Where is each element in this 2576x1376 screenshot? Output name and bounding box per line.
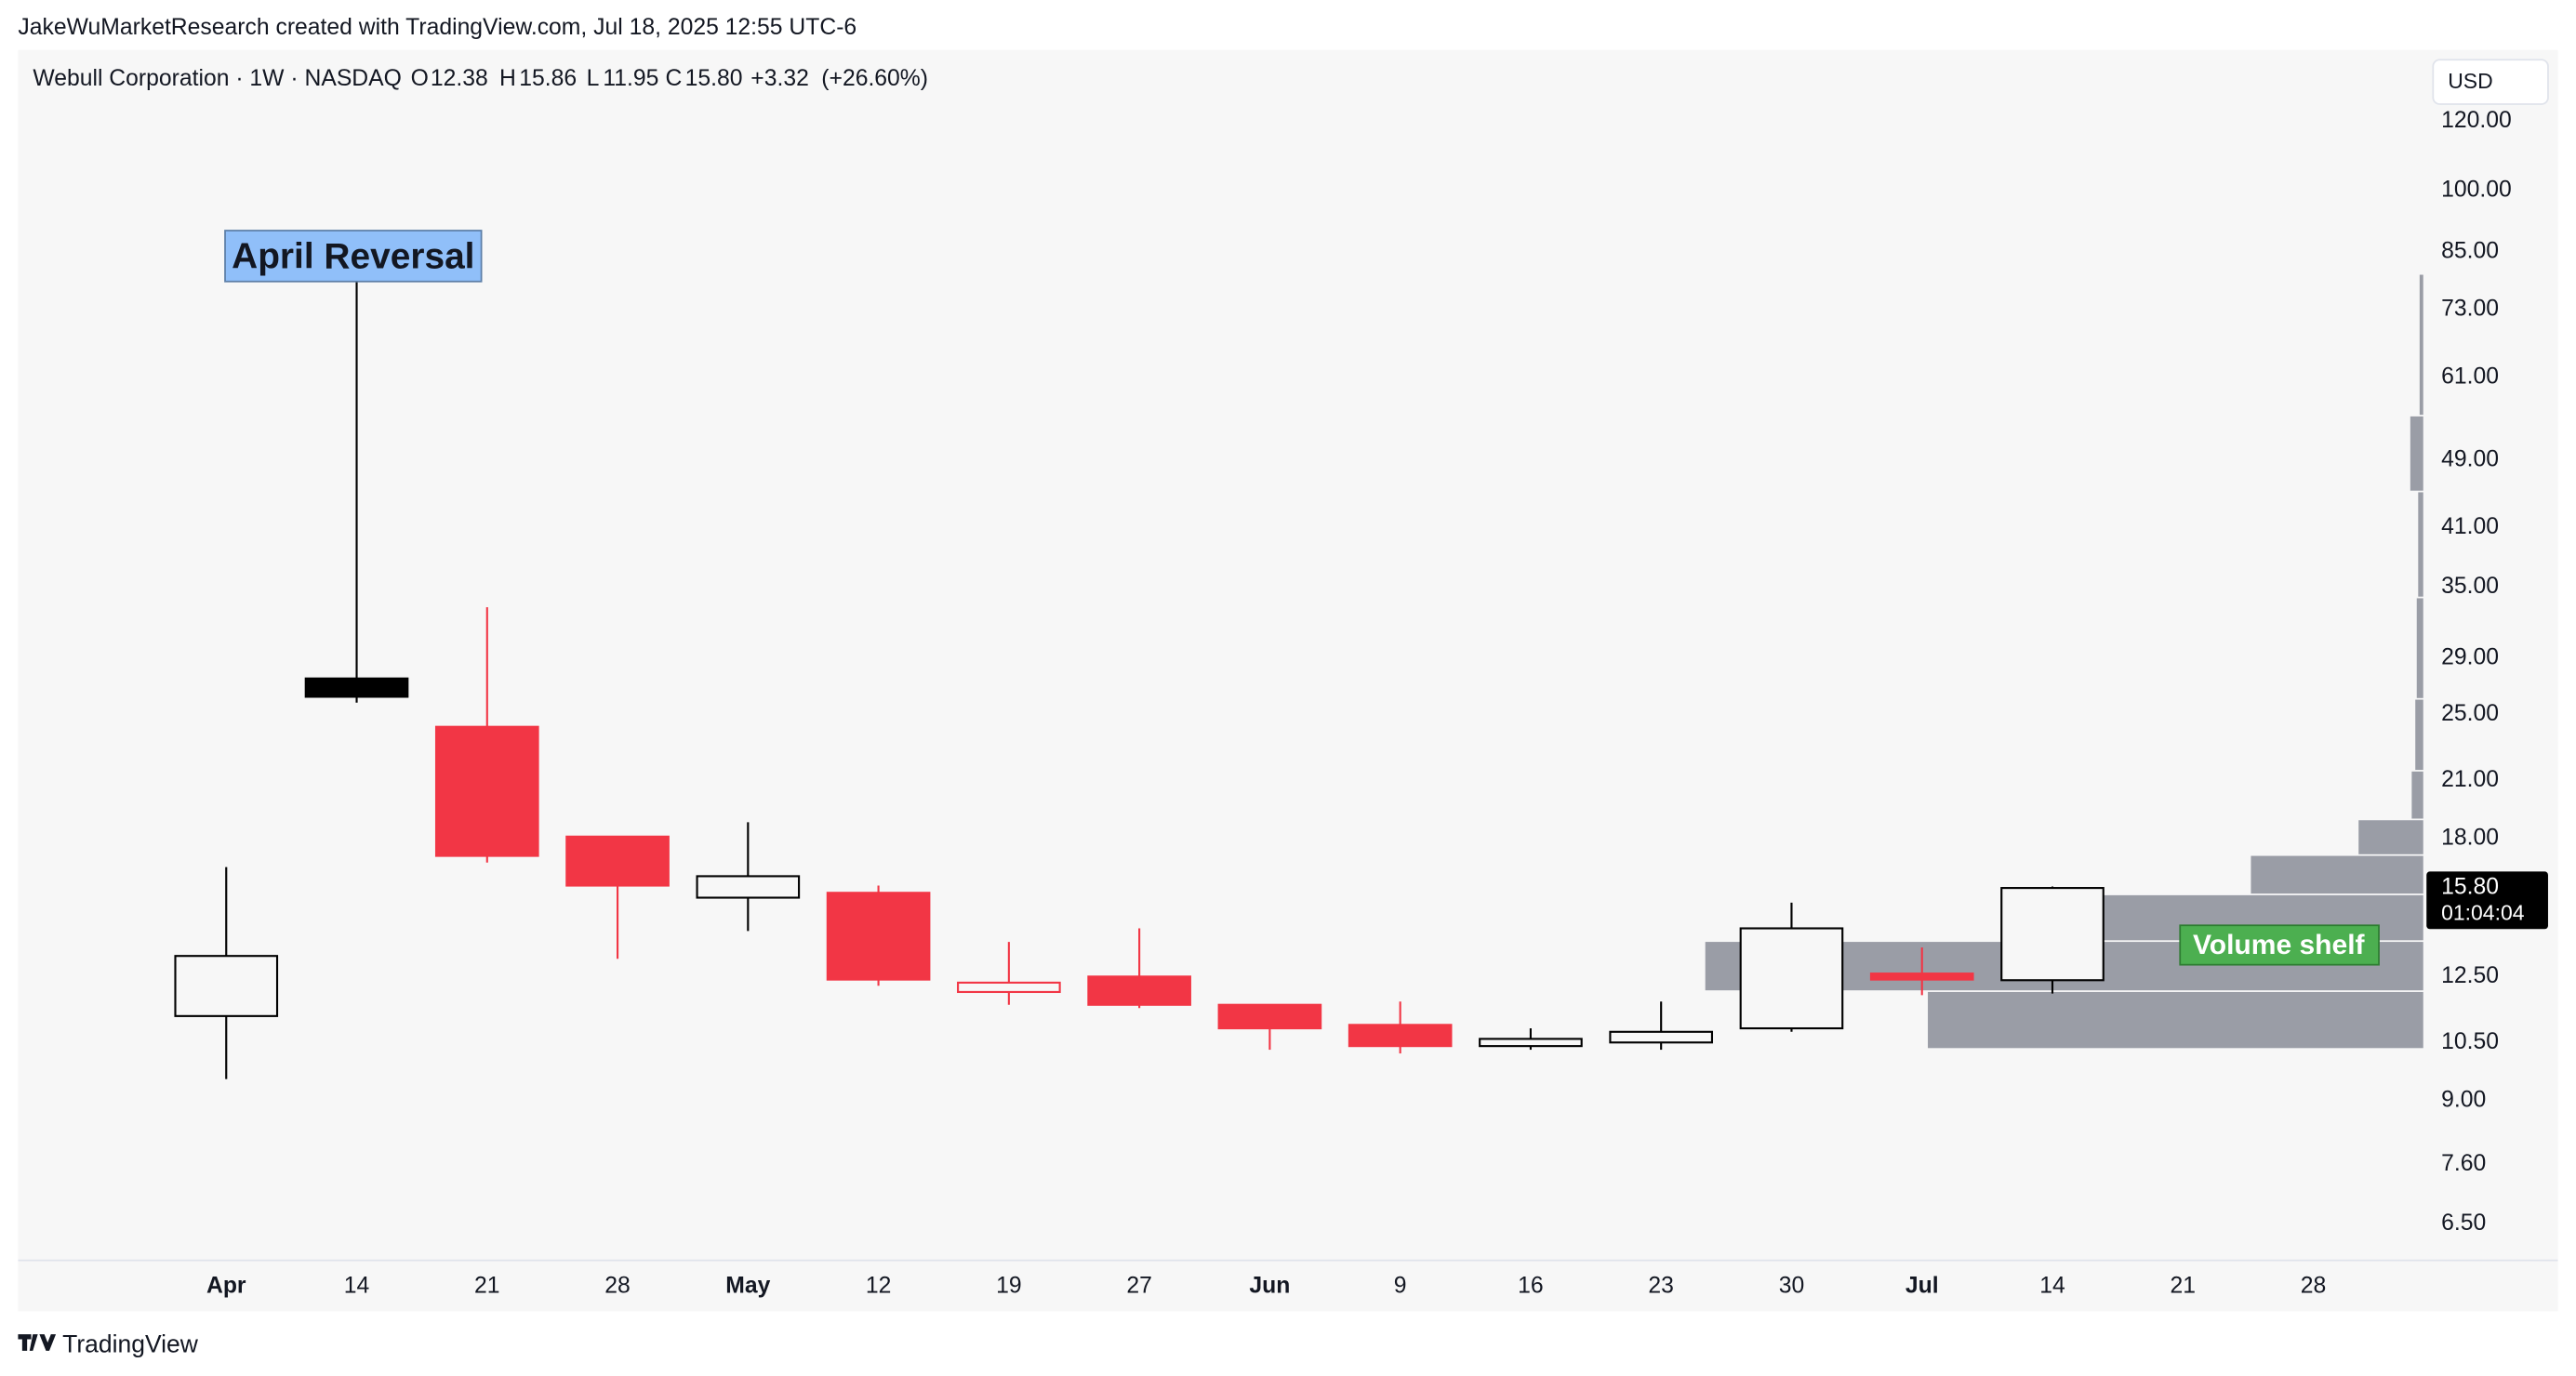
candle-body: [174, 955, 279, 1017]
x-tick-label: 28: [604, 1273, 630, 1298]
y-tick-label: 7.60: [2441, 1151, 2486, 1176]
candle-body: [1087, 975, 1191, 1006]
x-tick-label: 14: [2039, 1273, 2065, 1298]
x-tick-label: 23: [1648, 1273, 1674, 1298]
x-tick-label: Jul: [1905, 1273, 1939, 1298]
candle-body: [565, 835, 670, 887]
candle-body: [1609, 1030, 1714, 1044]
annotation-box: [2179, 924, 2380, 966]
last-price-box: [2426, 871, 2548, 930]
y-tick-label: 9.00: [2441, 1087, 2486, 1112]
y-tick-label: 120.00: [2441, 108, 2512, 133]
y-tick-label: 41.00: [2441, 514, 2499, 539]
candle-body: [696, 875, 801, 899]
footer-brand: TradingView: [62, 1330, 199, 1358]
legend-value: H: [499, 66, 516, 91]
legend-value: L: [587, 66, 600, 91]
y-tick-label: 61.00: [2441, 364, 2499, 389]
y-tick-label: 6.50: [2441, 1211, 2486, 1236]
countdown: 01:04:04: [2441, 900, 2525, 924]
x-tick-label: 30: [1779, 1273, 1805, 1298]
x-tick-label: Apr: [206, 1273, 246, 1298]
currency[interactable]: USD: [2448, 69, 2492, 93]
legend-value: 11.95: [603, 66, 658, 91]
candle-body: [434, 725, 539, 857]
x-tick-label: 21: [2171, 1273, 2197, 1298]
y-tick-label: 29.00: [2441, 645, 2499, 670]
logo-icon: [18, 1334, 57, 1351]
last-price: 15.80: [2441, 875, 2499, 900]
y-tick-label: 85.00: [2441, 238, 2499, 263]
volume-profile-bar: [2251, 855, 2423, 894]
x-tick-label: May: [725, 1273, 770, 1298]
volume-profile-bar: [1928, 991, 2423, 1049]
volume-profile-bar: [2358, 820, 2423, 854]
y-tick-label: 100.00: [2441, 177, 2512, 202]
annotation-box: [224, 230, 483, 283]
volume-profile-bar: [2410, 416, 2423, 491]
footer-logo: [18, 1334, 57, 1351]
y-tick-label: 10.50: [2441, 1029, 2499, 1054]
legend-title: Webull Corporation · 1W · NASDAQ: [33, 66, 402, 91]
candle-body: [957, 981, 1061, 994]
volume-profile-bar: [2416, 598, 2423, 698]
legend-value: 15.80: [685, 66, 743, 91]
candle-body: [1348, 1024, 1453, 1048]
volume-profile-bar: [2418, 492, 2423, 597]
currency-button[interactable]: [2432, 59, 2549, 105]
candle-body: [1217, 1003, 1322, 1030]
legend-value: 15.86: [519, 66, 577, 91]
candle-body: [826, 892, 931, 981]
volume-profile-bar: [2411, 771, 2423, 819]
attribution: JakeWuMarketResearch created with Tradin…: [18, 15, 856, 40]
volume-profile-bar: [2415, 699, 2423, 771]
x-tick-label: 19: [996, 1273, 1021, 1298]
candle-body: [1739, 927, 1844, 1030]
legend-value: (+26.60%): [821, 66, 928, 91]
x-tick-label: Jun: [1249, 1273, 1290, 1298]
y-tick-label: 35.00: [2441, 574, 2499, 599]
y-tick-label: 73.00: [2441, 296, 2499, 321]
x-tick-label: 9: [1394, 1273, 1407, 1298]
y-tick-label: 21.00: [2441, 767, 2499, 792]
volume-profile-bar: [2419, 274, 2423, 416]
y-tick-label: 25.00: [2441, 701, 2499, 726]
y-tick-label: 12.50: [2441, 963, 2499, 988]
legend-value: +3.32: [750, 66, 809, 91]
legend-value: 12.38: [431, 66, 488, 91]
annotation: Volume shelf: [2193, 930, 2366, 960]
legend-value: C: [665, 66, 682, 91]
candle-body: [2000, 887, 2105, 982]
annotation: April Reversal: [232, 236, 474, 276]
x-tick-label: 16: [1518, 1273, 1543, 1298]
x-tick-label: 12: [866, 1273, 891, 1298]
x-tick-label: 14: [344, 1273, 370, 1298]
legend-value: O: [411, 66, 429, 91]
x-tick-label: 28: [2301, 1273, 2327, 1298]
candle-body: [304, 677, 409, 698]
x-tick-label: 21: [474, 1273, 499, 1298]
y-tick-label: 18.00: [2441, 826, 2499, 851]
plot: [174, 274, 2423, 1079]
candle-body: [1479, 1038, 1583, 1048]
y-tick-label: 49.00: [2441, 446, 2499, 471]
candle-body: [1869, 972, 1974, 981]
x-tick-label: 27: [1126, 1273, 1152, 1298]
